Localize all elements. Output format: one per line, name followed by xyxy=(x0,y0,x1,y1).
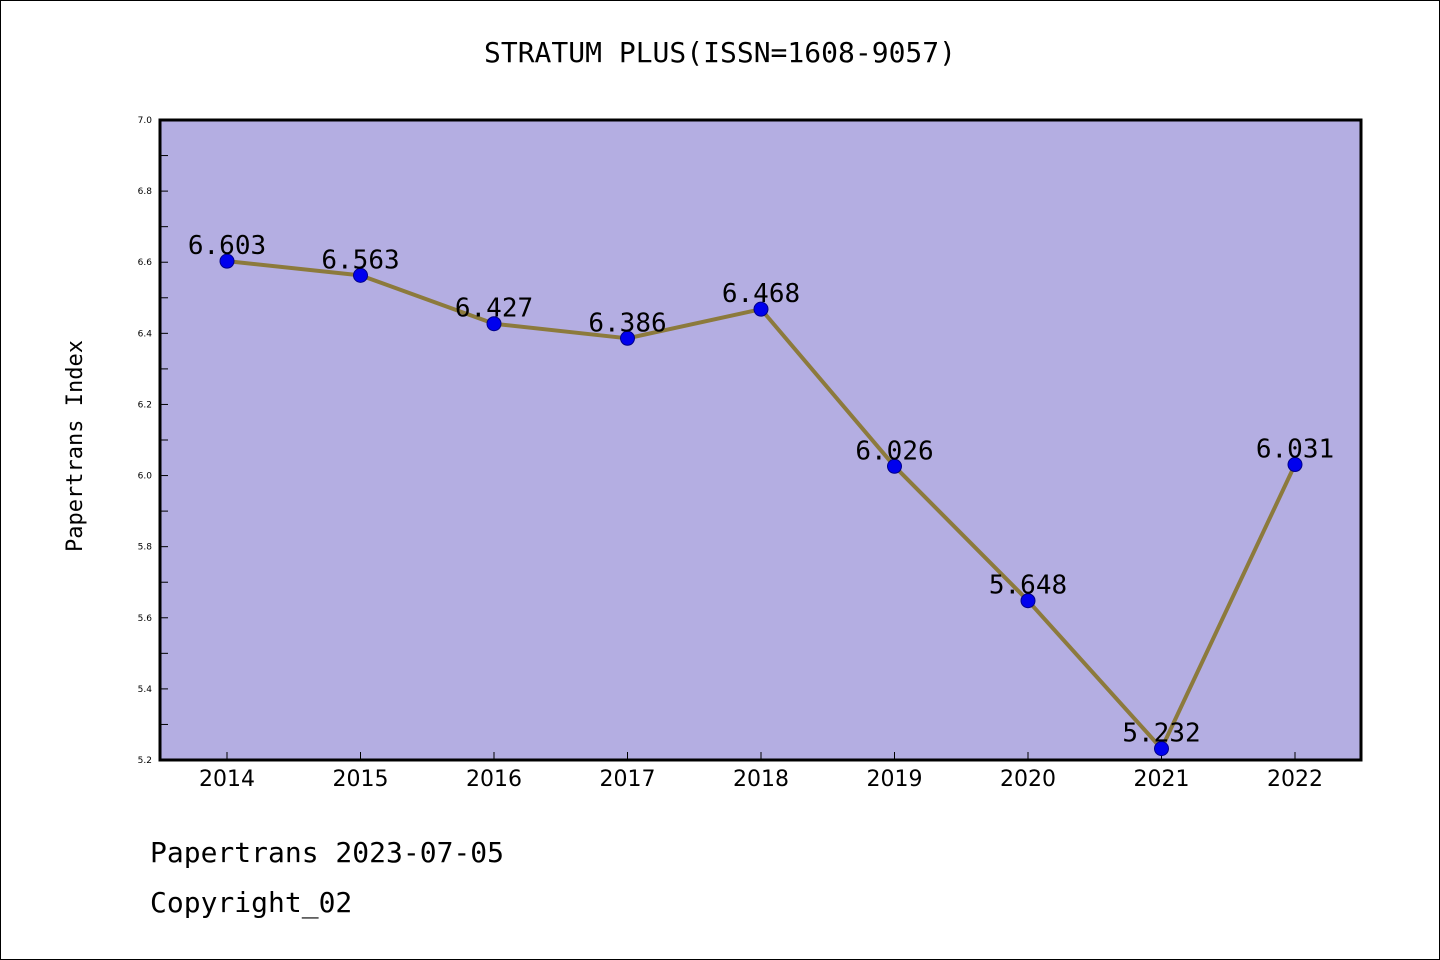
series-markers xyxy=(219,253,1303,757)
chart-title: STRATUM PLUS(ISSN=1608-9057) xyxy=(483,36,956,69)
data-point xyxy=(219,253,235,269)
y-tick-label: 7.0 xyxy=(138,116,153,126)
data-point xyxy=(887,458,902,474)
data-point xyxy=(486,316,502,332)
data-label: 6.026 xyxy=(855,436,933,466)
data-labels: 6.603 6.563 6.427 6.386 6.468 6.026 5.648 5.232… xyxy=(188,231,1334,748)
y-tick-label: 6.6 xyxy=(138,258,153,268)
footer-date: Papertrans 2023-07-05 xyxy=(150,836,505,869)
x-axis: 2014 2015 2016 2017 2018 2019 2020 2021 2022 xyxy=(199,752,1323,792)
data-label: 5.232 xyxy=(1122,719,1200,749)
x-tick-label: 2022 xyxy=(1267,767,1323,792)
y-tick-label: 5.4 xyxy=(138,685,153,695)
x-tick-label: 2021 xyxy=(1134,767,1190,792)
data-label: 6.603 xyxy=(188,231,266,261)
x-tick-label: 2016 xyxy=(466,767,522,792)
footer-copyright: Copyright_02 xyxy=(150,886,353,919)
data-point xyxy=(1287,457,1303,473)
data-label: 6.427 xyxy=(455,294,533,324)
x-tick-label: 2020 xyxy=(1000,767,1056,792)
data-point xyxy=(1154,741,1169,757)
y-tick-label: 6.2 xyxy=(138,400,152,410)
data-label: 5.648 xyxy=(989,571,1067,601)
y-tick-label: 5.8 xyxy=(138,543,153,553)
data-point xyxy=(353,267,368,283)
y-tick-label: 6.8 xyxy=(138,187,153,197)
data-point xyxy=(620,330,635,346)
x-tick-label: 2015 xyxy=(333,767,389,792)
x-tick-label: 2017 xyxy=(600,767,656,792)
data-point xyxy=(753,301,769,317)
plot-border xyxy=(158,118,1363,762)
x-tick-label: 2018 xyxy=(733,767,789,792)
x-tick-label: 2014 xyxy=(199,767,255,792)
x-tick-label: 2019 xyxy=(867,767,923,792)
y-tick-label: 6.4 xyxy=(138,329,153,339)
plot-area xyxy=(160,120,1361,760)
data-point xyxy=(1020,593,1036,609)
data-label: 6.031 xyxy=(1256,435,1334,465)
data-label: 6.386 xyxy=(588,308,666,338)
y-tick-label: 5.2 xyxy=(138,756,152,766)
y-tick-label: 5.6 xyxy=(138,614,153,624)
data-label: 6.563 xyxy=(321,245,399,275)
data-label: 6.468 xyxy=(722,279,800,309)
y-tick-label: 6.0 xyxy=(138,472,153,482)
